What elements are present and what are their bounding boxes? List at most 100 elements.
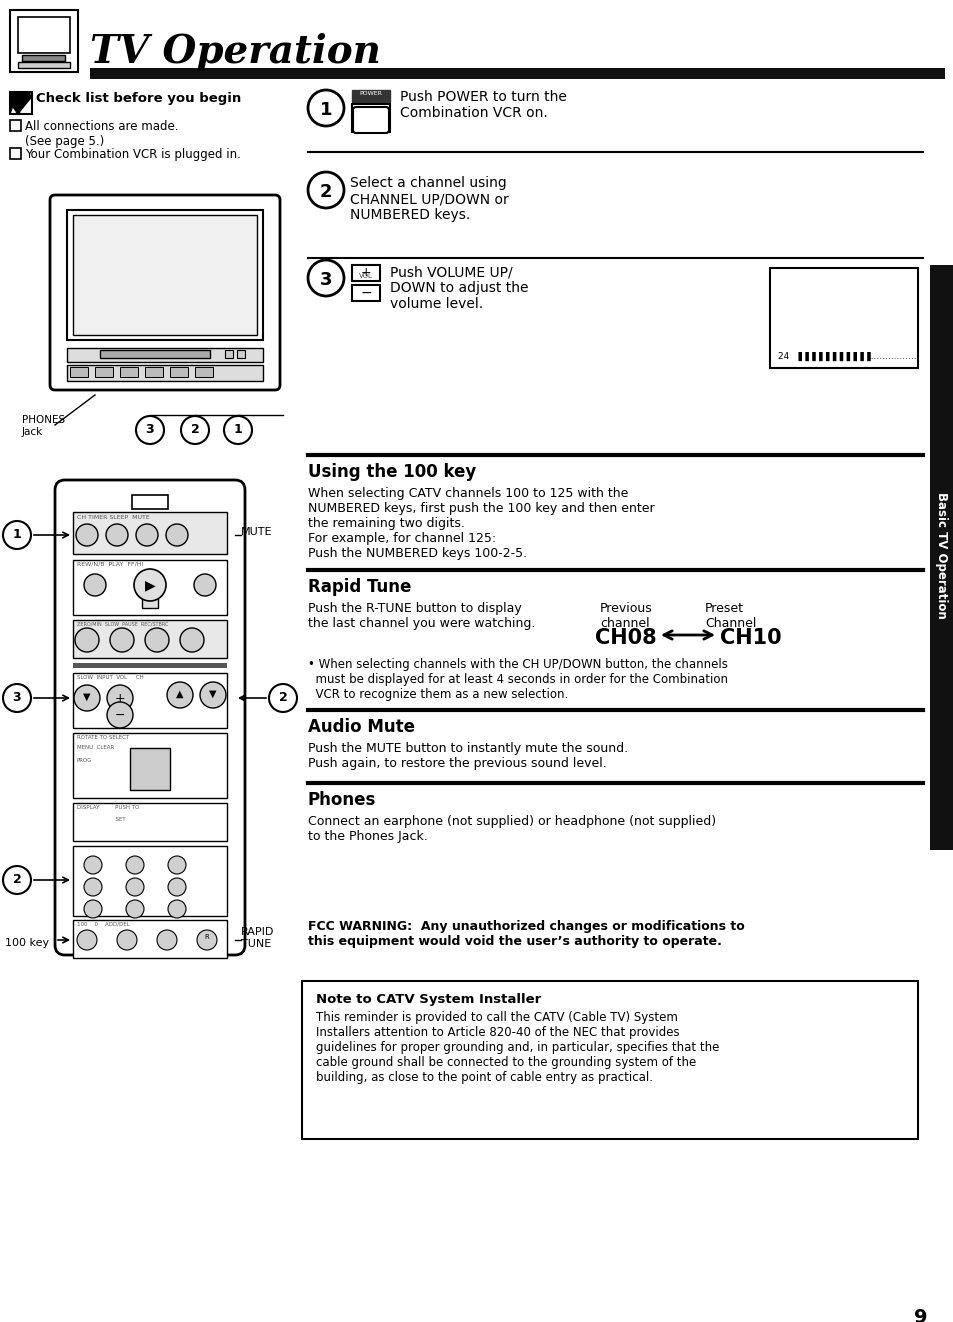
- Text: 100 key: 100 key: [5, 939, 49, 948]
- Circle shape: [196, 929, 216, 951]
- Text: MUTE: MUTE: [241, 527, 273, 537]
- Text: Select a channel using
CHANNEL UP/DOWN or
NUMBERED keys.: Select a channel using CHANNEL UP/DOWN o…: [350, 176, 508, 222]
- Bar: [67, 348, 263, 362]
- Circle shape: [117, 929, 137, 951]
- Bar: [73, 673, 227, 728]
- Circle shape: [107, 702, 132, 728]
- Text: −: −: [360, 286, 372, 300]
- Text: Using the 100 key: Using the 100 key: [308, 463, 476, 481]
- Circle shape: [77, 929, 97, 951]
- Circle shape: [269, 683, 296, 713]
- Circle shape: [308, 260, 344, 296]
- Bar: [352, 104, 390, 132]
- Bar: [73, 664, 227, 668]
- Text: SLOW  INPUT  VOL     CH: SLOW INPUT VOL CH: [77, 676, 144, 680]
- Bar: [130, 748, 170, 791]
- Bar: [95, 368, 112, 377]
- Bar: [352, 286, 379, 301]
- Text: 1: 1: [319, 100, 332, 119]
- Circle shape: [84, 900, 102, 917]
- Circle shape: [193, 574, 215, 596]
- Circle shape: [168, 900, 186, 917]
- Text: R: R: [204, 935, 209, 940]
- Text: −: −: [114, 709, 125, 722]
- Text: Phones: Phones: [308, 791, 376, 809]
- Circle shape: [84, 574, 106, 596]
- Text: DISPLAY         PUSH TO: DISPLAY PUSH TO: [77, 805, 139, 810]
- Text: CH10: CH10: [720, 628, 781, 648]
- Bar: [73, 215, 256, 334]
- Text: POWER: POWER: [359, 91, 382, 97]
- Bar: [929, 264, 953, 850]
- Text: Push the R-TUNE button to display
the last channel you were watching.: Push the R-TUNE button to display the la…: [308, 602, 535, 631]
- Bar: [73, 620, 227, 658]
- FancyBboxPatch shape: [50, 196, 280, 390]
- Polygon shape: [10, 93, 30, 114]
- Circle shape: [145, 628, 169, 652]
- Circle shape: [308, 90, 344, 126]
- Bar: [18, 17, 70, 53]
- Circle shape: [106, 524, 128, 546]
- Text: CH TIMER SLEEP  MUTE: CH TIMER SLEEP MUTE: [77, 516, 150, 520]
- Bar: [194, 368, 213, 377]
- Text: Preset
Channel: Preset Channel: [704, 602, 756, 631]
- Circle shape: [75, 628, 99, 652]
- Bar: [10, 11, 78, 71]
- Circle shape: [110, 628, 133, 652]
- Circle shape: [157, 929, 177, 951]
- Bar: [142, 598, 158, 608]
- Text: 3: 3: [319, 271, 332, 290]
- Circle shape: [107, 685, 132, 711]
- Bar: [352, 90, 390, 102]
- Text: 1: 1: [233, 423, 242, 436]
- Bar: [73, 802, 227, 841]
- Text: PHONES
Jack: PHONES Jack: [22, 415, 65, 436]
- FancyBboxPatch shape: [302, 981, 917, 1140]
- Text: 1: 1: [12, 527, 21, 541]
- Circle shape: [3, 521, 30, 549]
- Bar: [120, 368, 138, 377]
- Text: PROG: PROG: [77, 758, 92, 763]
- Bar: [10, 93, 32, 114]
- Text: 9: 9: [914, 1307, 927, 1322]
- Circle shape: [168, 878, 186, 896]
- Text: Note to CATV System Installer: Note to CATV System Installer: [315, 993, 540, 1006]
- Circle shape: [3, 683, 30, 713]
- Circle shape: [3, 866, 30, 894]
- Text: All connections are made.
(See page 5.): All connections are made. (See page 5.): [25, 120, 178, 148]
- Bar: [100, 350, 210, 358]
- Circle shape: [84, 857, 102, 874]
- Text: Push POWER to turn the
Combination VCR on.: Push POWER to turn the Combination VCR o…: [399, 90, 566, 120]
- Text: ▼: ▼: [209, 689, 216, 699]
- Text: TV Operation: TV Operation: [90, 33, 380, 71]
- Text: 24  ▐▐▐▐▐▐▐▐▐▐▐.................: 24 ▐▐▐▐▐▐▐▐▐▐▐.................: [778, 352, 919, 361]
- Bar: [18, 62, 70, 67]
- Text: Check list before you begin: Check list before you begin: [36, 93, 241, 104]
- Bar: [10, 148, 21, 159]
- Text: Connect an earphone (not supplied) or headphone (not supplied)
to the Phones Jac: Connect an earphone (not supplied) or he…: [308, 814, 716, 843]
- Text: +: +: [114, 691, 125, 705]
- Text: VOL: VOL: [358, 274, 373, 279]
- Text: Push the MUTE button to instantly mute the sound.
Push again, to restore the pre: Push the MUTE button to instantly mute t…: [308, 742, 627, 769]
- Text: CH08: CH08: [595, 628, 656, 648]
- Text: ZERO/MIN  SLOW  PAUSE  REC/STBRC: ZERO/MIN SLOW PAUSE REC/STBRC: [77, 621, 168, 627]
- Circle shape: [167, 682, 193, 709]
- Circle shape: [133, 568, 166, 602]
- Text: ▲: ▲: [176, 689, 184, 699]
- Bar: [73, 512, 227, 554]
- Circle shape: [74, 685, 100, 711]
- Text: Your Combination VCR is plugged in.: Your Combination VCR is plugged in.: [25, 148, 240, 161]
- Bar: [73, 920, 227, 958]
- Bar: [73, 732, 227, 798]
- Bar: [170, 368, 188, 377]
- Text: 2: 2: [278, 691, 287, 705]
- Bar: [73, 846, 227, 916]
- Text: ▶: ▶: [145, 578, 155, 592]
- Circle shape: [136, 416, 164, 444]
- Text: 3: 3: [146, 423, 154, 436]
- Text: RAPID
TUNE: RAPID TUNE: [241, 927, 274, 949]
- Text: MENU  CLEAR: MENU CLEAR: [77, 746, 114, 750]
- Bar: [10, 120, 21, 131]
- Circle shape: [126, 878, 144, 896]
- Text: +: +: [360, 266, 371, 279]
